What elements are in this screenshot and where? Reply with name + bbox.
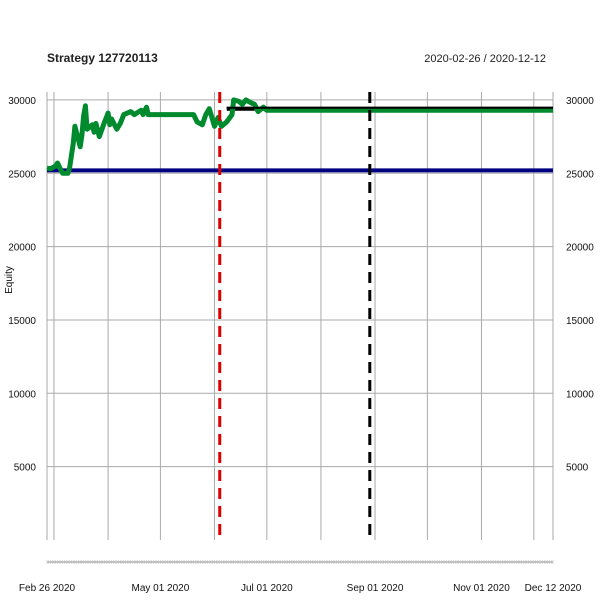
x-minor-ticks <box>46 560 554 564</box>
y-tick-label-left: 20000 <box>8 243 36 254</box>
x-tick-label: Jul 01 2020 <box>241 583 293 594</box>
x-tick-label: Sep 01 2020 <box>347 583 404 594</box>
y-tick-label-right: 15000 <box>566 316 594 327</box>
y-tick-label-left: 5000 <box>14 463 37 474</box>
y-tick-label-right: 30000 <box>566 96 594 107</box>
y-tick-label-right: 25000 <box>566 169 594 180</box>
x-tick-label: Dec 12 2020 <box>525 583 582 594</box>
x-tick-label: May 01 2020 <box>131 583 189 594</box>
chart-title: Strategy 127720113 <box>47 51 158 65</box>
y-ticks: 5000 5000 10000 10000 15000 15000 20000 20000 25… <box>8 96 594 474</box>
y-tick-label-left: 10000 <box>8 389 36 400</box>
series-line <box>46 97 553 176</box>
y-tick-label-right: 5000 <box>566 463 589 474</box>
y-tick-label-right: 10000 <box>566 389 594 400</box>
y-tick-label-left: 25000 <box>8 169 36 180</box>
y-tick-label-left: 15000 <box>8 316 36 327</box>
y-tick-label-right: 20000 <box>566 243 594 254</box>
grid <box>46 92 554 540</box>
series-layer <box>46 92 553 540</box>
y-axis-label: Equity <box>4 266 15 294</box>
y-tick-label-left: 30000 <box>8 96 36 107</box>
x-tick-label: Feb 26 2020 <box>19 583 76 594</box>
x-ticks: Feb 26 2020 May 01 2020 Jul 01 2020 Sep 01 … <box>19 583 582 594</box>
x-tick-label: Nov 01 2020 <box>453 583 510 594</box>
date-range-label: 2020-02-26 / 2020-12-12 <box>424 53 546 65</box>
